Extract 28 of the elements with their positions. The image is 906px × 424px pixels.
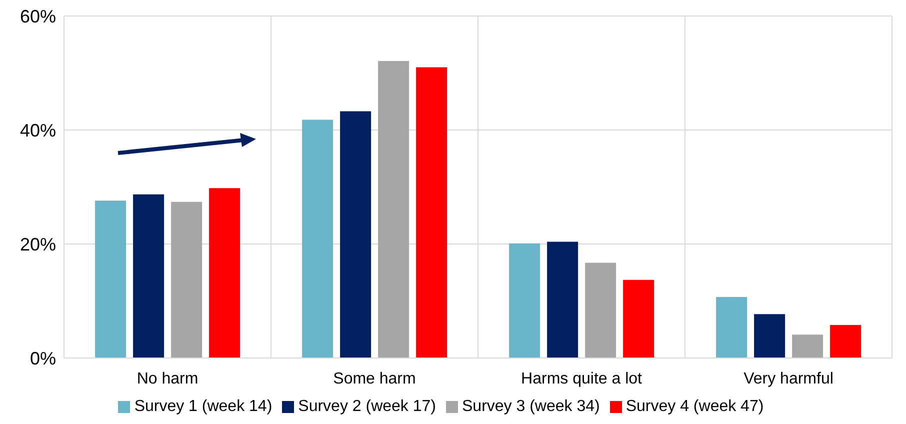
legend-label: Survey 1 (week 14) [134,398,272,415]
bar [416,67,448,358]
bar [509,243,540,358]
bar [792,334,824,358]
x-tick-label: Very harmful [744,370,834,388]
bar [209,188,240,358]
bar [340,111,372,358]
bar [754,314,786,358]
bar [585,262,616,358]
y-tick-label: 40% [20,120,56,140]
bar [95,200,126,358]
bar [547,242,578,358]
bar [830,324,862,358]
y-tick-label: 0% [30,348,56,368]
legend-label: Survey 4 (week 47) [626,398,764,415]
legend-label: Survey 3 (week 34) [462,398,600,415]
bar [716,297,748,358]
legend-label: Survey 2 (week 17) [298,398,436,415]
y-tick-label: 20% [20,234,56,254]
bar [378,61,410,358]
x-tick-label: Harms quite a lot [521,370,643,388]
bar [133,194,164,358]
x-tick-label: Some harm [333,370,416,388]
bar [171,202,202,358]
y-tick-label: 60% [20,6,56,26]
bar [623,280,654,358]
x-tick-label: No harm [136,370,198,388]
bar [302,120,334,358]
